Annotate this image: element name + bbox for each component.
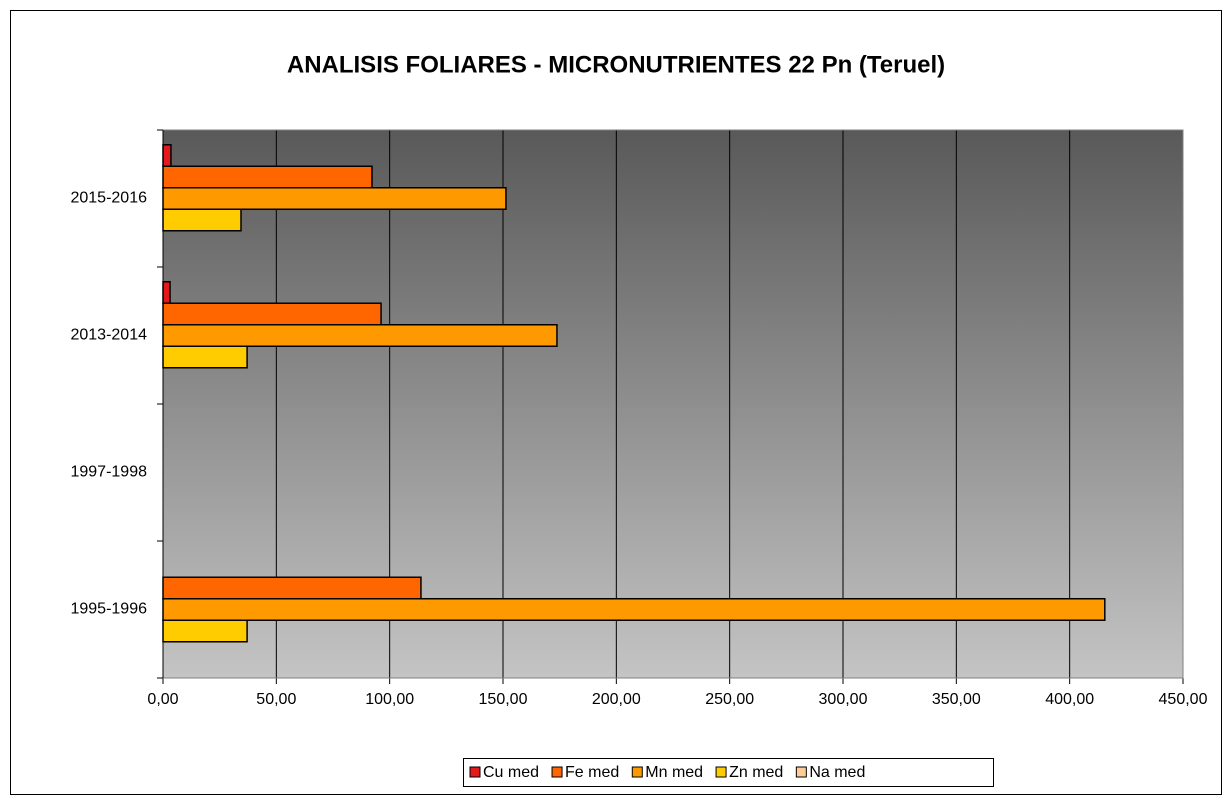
x-tick-label: 300,00 bbox=[819, 691, 868, 708]
legend-swatch bbox=[631, 766, 643, 778]
x-tick-label: 150,00 bbox=[479, 691, 528, 708]
legend-swatch bbox=[469, 766, 481, 778]
x-tick-label: 350,00 bbox=[932, 691, 981, 708]
x-tick-label: 450,00 bbox=[1159, 691, 1208, 708]
bar bbox=[162, 165, 373, 189]
y-tick-label: 2013-2014 bbox=[70, 327, 147, 344]
legend-swatch bbox=[715, 766, 727, 778]
chart-title: ANALISIS FOLIARES - MICRONUTRIENTES 22 P… bbox=[287, 51, 945, 78]
bar bbox=[162, 345, 248, 369]
x-tick-label: 200,00 bbox=[592, 691, 641, 708]
legend-label: Mn med bbox=[645, 764, 703, 781]
bar bbox=[162, 598, 1106, 621]
x-tick-label: 0,00 bbox=[147, 691, 178, 708]
legend-label: Zn med bbox=[729, 764, 783, 781]
x-tick-label: 400,00 bbox=[1045, 691, 1094, 708]
bar bbox=[162, 281, 171, 304]
bar bbox=[162, 208, 242, 232]
y-tick-label: 1997-1998 bbox=[70, 464, 147, 481]
bar bbox=[162, 302, 382, 326]
x-tick-label: 100,00 bbox=[365, 691, 414, 708]
bar bbox=[162, 619, 248, 643]
bar bbox=[162, 324, 558, 347]
x-tick-label: 250,00 bbox=[705, 691, 754, 708]
y-tick-label: 2015-2016 bbox=[70, 190, 147, 207]
legend-swatch bbox=[795, 766, 807, 778]
legend-swatch bbox=[551, 766, 563, 778]
y-tick-label: 1995-1996 bbox=[70, 601, 147, 618]
bar bbox=[162, 576, 422, 600]
legend-label: Fe med bbox=[565, 764, 619, 781]
x-tick-label: 50,00 bbox=[256, 691, 296, 708]
legend-label: Cu med bbox=[483, 764, 539, 781]
bar bbox=[162, 187, 507, 210]
legend-label: Na med bbox=[809, 764, 865, 781]
bar bbox=[162, 144, 172, 167]
